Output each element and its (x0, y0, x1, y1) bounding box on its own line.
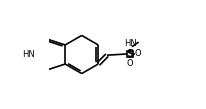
Text: HN: HN (22, 50, 34, 59)
Text: HN: HN (123, 39, 136, 48)
Text: S: S (126, 49, 133, 59)
Text: O: O (134, 49, 141, 58)
Bar (127, 51, 132, 57)
Text: O: O (126, 59, 133, 68)
